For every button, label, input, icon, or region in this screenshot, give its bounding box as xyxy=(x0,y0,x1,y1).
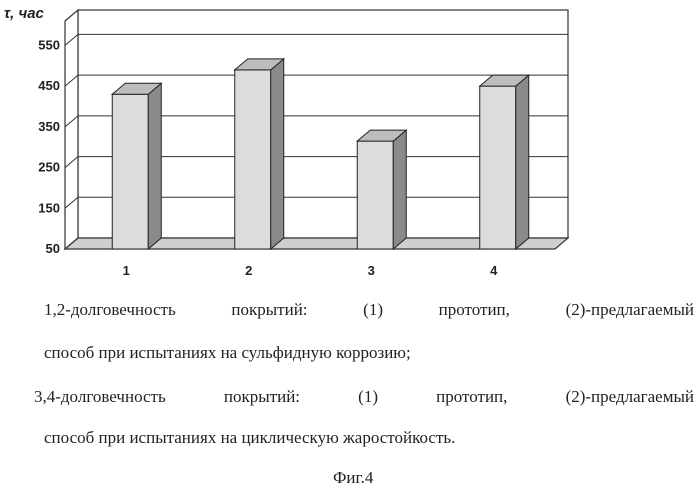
bar-front xyxy=(480,86,516,249)
figure-label: Фиг.4 xyxy=(333,468,373,488)
bar-side xyxy=(271,59,284,249)
y-tick-label: 50 xyxy=(46,241,60,256)
bar xyxy=(235,59,284,249)
bar xyxy=(357,130,406,249)
bar-front xyxy=(112,94,148,249)
x-tick-label: 3 xyxy=(368,263,375,278)
bar xyxy=(112,83,161,249)
bar-side xyxy=(516,75,529,249)
bar-front xyxy=(235,70,271,249)
y-axis-label: τ, час xyxy=(4,5,45,22)
y-tick-labels: 50 150 250 350 450 550 xyxy=(38,37,60,256)
side-wall xyxy=(65,10,78,249)
x-tick-labels: 1 2 3 4 xyxy=(123,263,499,278)
y-tick-label: 450 xyxy=(38,78,60,93)
bar-chart: 50 150 250 350 450 550 1 2 3 4 τ, час xyxy=(0,0,699,290)
bar-side xyxy=(148,83,161,249)
x-tick-label: 1 xyxy=(123,263,130,278)
bar xyxy=(480,75,529,249)
bar-side xyxy=(393,130,406,249)
caption-line-1: 1,2-долговечность покрытий: (1) прототип… xyxy=(44,300,694,320)
caption-line-4: способ при испытаниях на циклическую жар… xyxy=(44,428,455,448)
x-tick-label: 4 xyxy=(490,263,498,278)
caption-line-3: 3,4-долговечность покрытий: (1) прототип… xyxy=(34,387,694,407)
caption-line-2: способ при испытаниях на сульфидную корр… xyxy=(44,343,411,363)
y-tick-label: 250 xyxy=(38,160,60,175)
x-tick-label: 2 xyxy=(245,263,252,278)
y-tick-label: 350 xyxy=(38,119,60,134)
y-tick-label: 550 xyxy=(38,37,60,52)
y-tick-label: 150 xyxy=(38,200,60,215)
bar-front xyxy=(357,141,393,249)
